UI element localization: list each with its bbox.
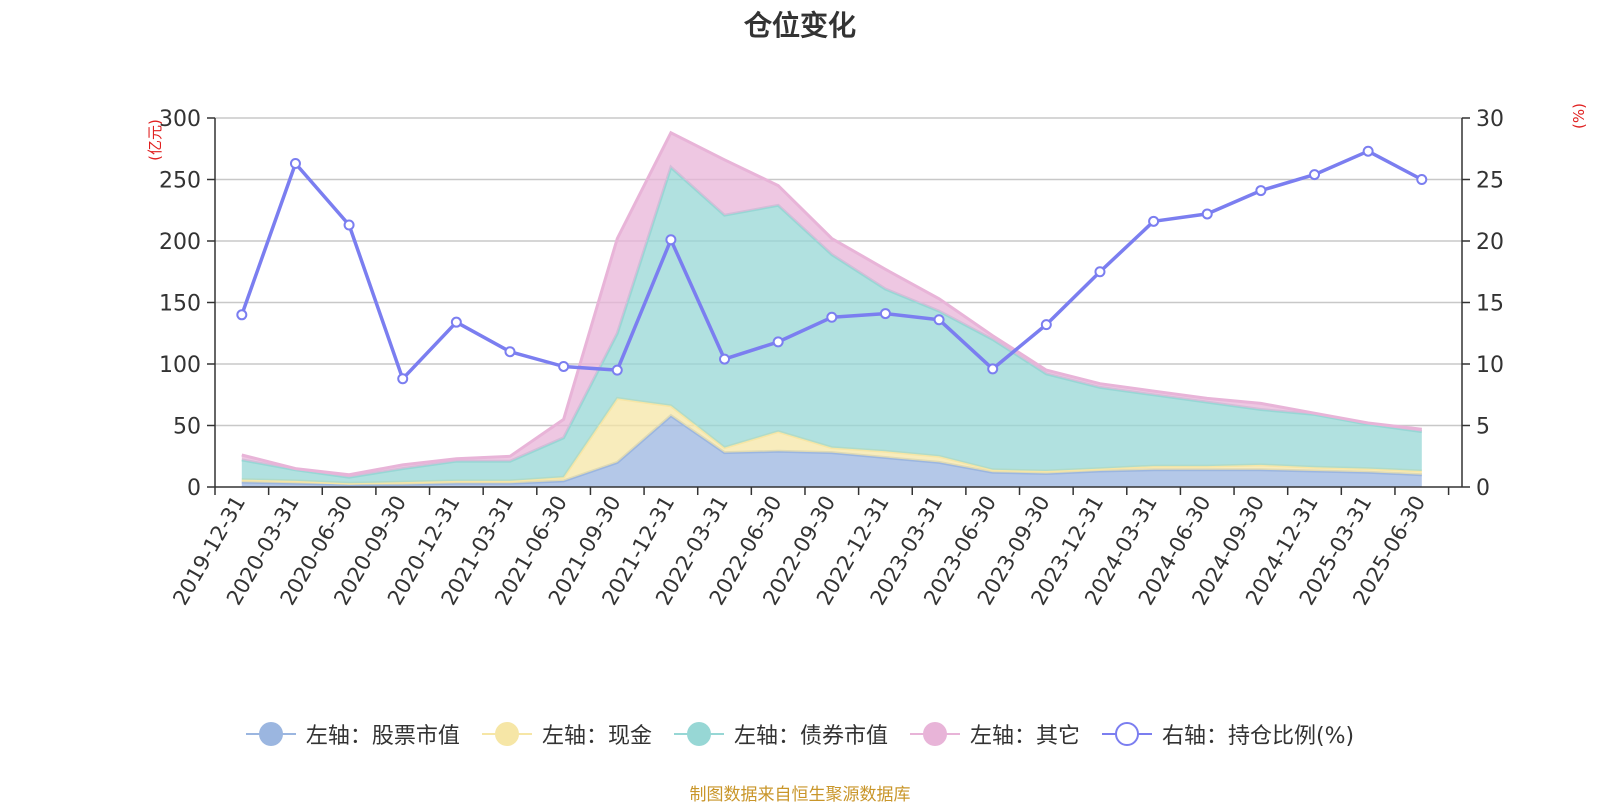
- left-axis-tick-label: 50: [173, 415, 201, 440]
- right-axis-tick-label: 0: [1476, 476, 1490, 501]
- line-point: [1309, 169, 1321, 181]
- right-axis-tick-label: 15: [1476, 292, 1504, 317]
- line-point: [987, 363, 999, 375]
- legend-label: 左轴：债券市值: [733, 724, 888, 749]
- line-point: [611, 364, 623, 376]
- legend-label: 左轴：股票市值: [305, 724, 460, 749]
- left-axis-tick-label: 100: [159, 353, 201, 378]
- left-axis-tick-label: 150: [159, 292, 201, 317]
- area-左轴：股票市值: [241, 415, 1422, 487]
- right-axis-tick-label: 10: [1476, 353, 1504, 378]
- right-axis-tick-label: 30: [1476, 107, 1504, 132]
- legend-label: 左轴：现金: [541, 724, 652, 749]
- line-point: [1201, 208, 1213, 220]
- right-axis-tick-label: 25: [1476, 169, 1504, 194]
- legend-marker: [909, 722, 960, 746]
- source-note: 制图数据来自恒生聚源数据库: [689, 785, 911, 805]
- line-point: [1416, 174, 1428, 185]
- left-axis-tick-label: 300: [159, 107, 201, 132]
- left-axis-tick-label: 200: [159, 230, 201, 255]
- legend-label: 左轴：其它: [969, 724, 1080, 749]
- legend-marker: [673, 722, 724, 746]
- line-point: [236, 309, 248, 321]
- line-point: [397, 373, 409, 385]
- line-point: [826, 311, 838, 323]
- line-point: [450, 316, 462, 328]
- legend-item[interactable]: 左轴：现金: [481, 718, 652, 750]
- legend-item[interactable]: 左轴：股票市值: [245, 718, 460, 750]
- left-axis-tick-label: 250: [159, 169, 201, 194]
- legend-marker: [1101, 722, 1152, 746]
- right-axis-unit: (%): [1570, 103, 1588, 129]
- line-point: [1148, 215, 1160, 227]
- left-axis-unit: (亿元): [146, 119, 164, 161]
- area-左轴：债券市值: [241, 167, 1422, 484]
- line-point: [1094, 266, 1106, 278]
- line-point: [772, 336, 784, 348]
- line-point: [289, 158, 301, 170]
- line-series: [236, 145, 1428, 385]
- line-point: [1040, 319, 1052, 331]
- legend-item[interactable]: 左轴：债券市值: [673, 718, 888, 750]
- legend: 左轴：股票市值 左轴：现金 左轴：债券市值 左轴：其它 右轴：持仓比例(%): [0, 718, 1600, 750]
- legend-marker: [245, 722, 296, 746]
- legend-item[interactable]: 左轴：其它: [909, 718, 1080, 750]
- legend-marker: [481, 722, 532, 746]
- line-point: [504, 346, 516, 358]
- area-edge-左轴：其它: [241, 130, 1422, 477]
- line-point: [719, 353, 731, 365]
- left-axis-tick-label: 0: [187, 476, 201, 501]
- line-point: [933, 314, 945, 326]
- line-point: [1255, 185, 1267, 197]
- line-point: [343, 219, 355, 231]
- line-point: [879, 308, 891, 320]
- area-series: [241, 130, 1423, 487]
- chart-title: 仓位变化: [743, 9, 856, 42]
- line-point: [1362, 145, 1374, 157]
- legend-item[interactable]: 右轴：持仓比例(%): [1101, 718, 1355, 750]
- line-point: [558, 360, 570, 372]
- line-point: [665, 234, 677, 246]
- legend-label: 右轴：持仓比例(%): [1161, 724, 1355, 749]
- right-axis-tick-label: 20: [1476, 230, 1504, 255]
- right-axis-tick-label: 5: [1476, 415, 1490, 440]
